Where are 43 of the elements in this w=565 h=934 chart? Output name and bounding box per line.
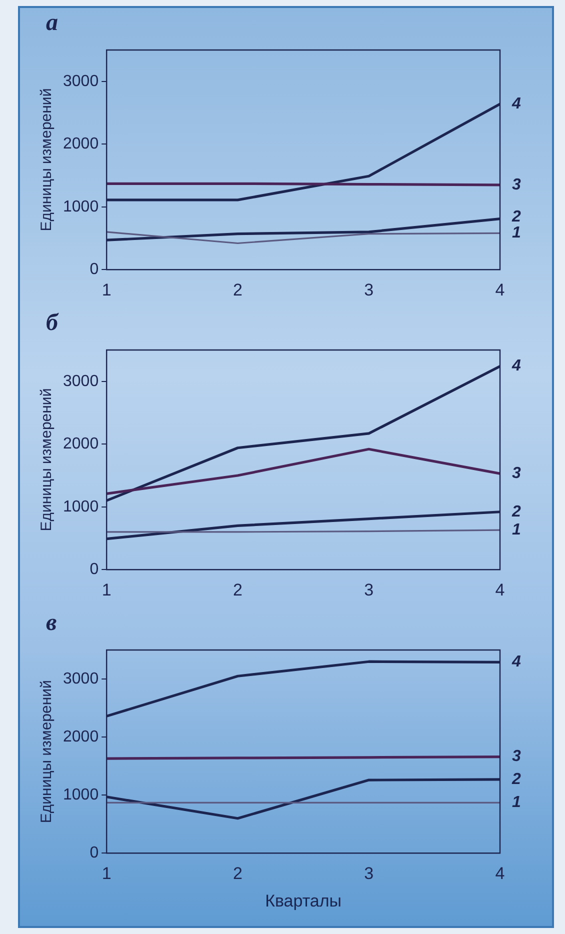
series-label: 4 xyxy=(511,654,521,671)
y-tick-label: 1000 xyxy=(63,498,99,516)
x-tick-label: 4 xyxy=(495,864,505,884)
series-label: 1 xyxy=(512,224,521,242)
y-tick-label: 3000 xyxy=(63,72,99,90)
x-tick-label: 3 xyxy=(364,580,374,600)
series-label: 3 xyxy=(512,465,521,482)
series-label: 3 xyxy=(512,176,521,194)
y-tick-label: 1000 xyxy=(63,786,99,804)
y-tick-label: 3000 xyxy=(63,372,99,390)
x-tick-label: 4 xyxy=(495,280,505,300)
y-tick-label: 0 xyxy=(90,261,99,278)
series-label: 4 xyxy=(511,95,521,112)
x-tick-label: 3 xyxy=(364,280,374,300)
series-label: 1 xyxy=(512,521,521,538)
y-tick-label: 0 xyxy=(90,561,99,578)
series-label: 3 xyxy=(512,748,521,766)
y-tick-label: 3000 xyxy=(63,670,99,688)
chart-title: а xyxy=(46,10,58,37)
series-label: 2 xyxy=(511,770,521,788)
chart-title: в xyxy=(46,610,57,637)
y-axis-title: Единицы измерений xyxy=(38,680,56,824)
y-tick-label: 2000 xyxy=(63,728,99,746)
x-tick-label: 2 xyxy=(232,580,242,600)
series-label: 1 xyxy=(512,794,521,812)
y-tick-label: 1000 xyxy=(63,198,99,216)
x-tick-label: 2 xyxy=(232,280,242,300)
y-tick-label: 2000 xyxy=(63,136,99,153)
x-tick-label: 1 xyxy=(102,864,112,884)
x-tick-label: 1 xyxy=(102,580,112,600)
x-tick-label: 1 xyxy=(102,280,112,300)
chart-title: б xyxy=(46,310,58,337)
series-label: 4 xyxy=(511,358,521,375)
y-axis-title: Единицы измерений xyxy=(38,88,56,232)
x-tick-label: 4 xyxy=(495,580,505,600)
y-axis-title: Единицы измерений xyxy=(38,388,56,532)
series-label: 2 xyxy=(511,503,521,520)
y-tick-label: 2000 xyxy=(63,436,99,453)
series-label: 2 xyxy=(511,208,521,226)
x-axis-title: Кварталы xyxy=(265,891,342,910)
x-tick-label: 3 xyxy=(364,864,374,884)
x-tick-label: 2 xyxy=(232,864,242,884)
y-tick-label: 0 xyxy=(90,844,99,862)
